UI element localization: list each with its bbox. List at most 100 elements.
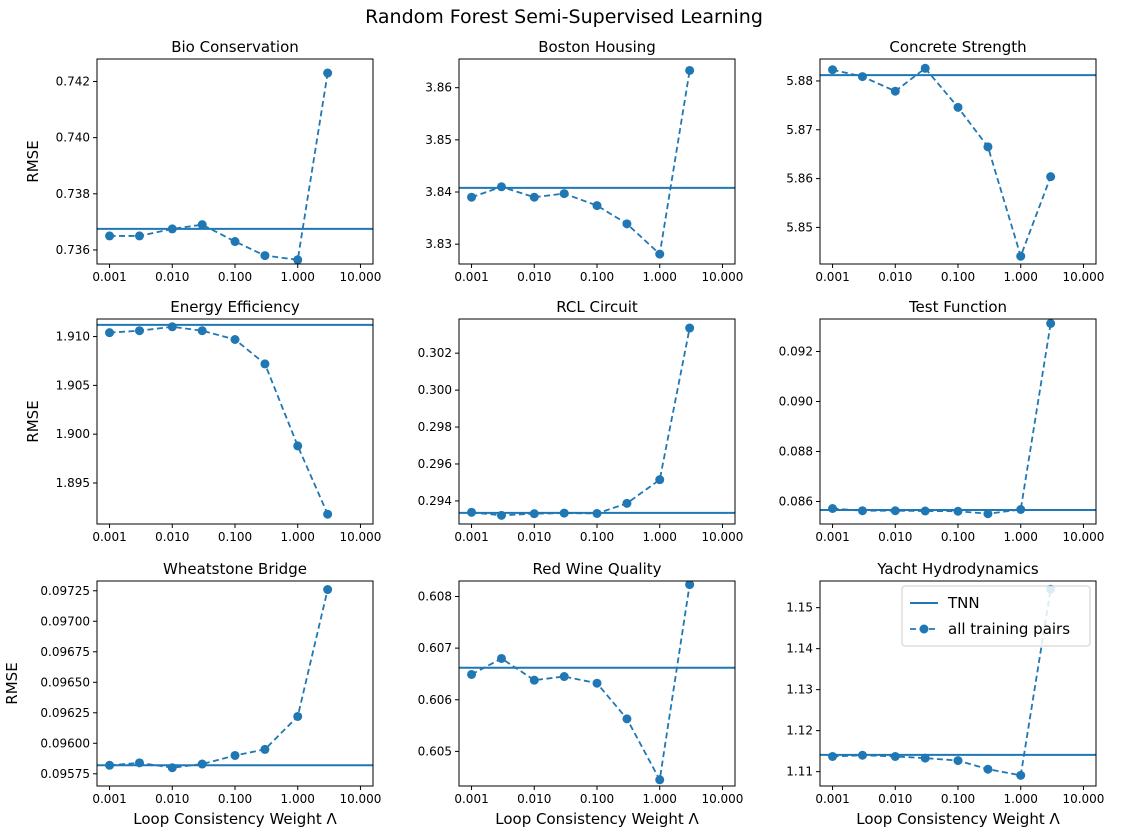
chart-2-ytick-label: 5.88 [786, 74, 813, 88]
chart-8-pairs-point [953, 756, 963, 766]
chart-8-ytick-label: 1.11 [786, 765, 813, 779]
chart-3-xtick-label: 0.010 [155, 530, 189, 544]
chart-4-pairs-point [529, 509, 539, 519]
chart-2-panel: Concrete Strength 0.001 0.010 0.100 1.000 10.… [786, 38, 1104, 284]
chart-2-pairs-point [920, 63, 930, 73]
chart-4-ytick-label: 0.302 [418, 346, 452, 360]
chart-4-pairs-point [592, 508, 602, 518]
chart-0-ytick-label: 0.736 [56, 243, 90, 257]
chart-6-pairs-point [197, 759, 207, 769]
chart-3-pairs-point [260, 359, 270, 369]
chart-8-pairs-point [920, 753, 930, 763]
chart-0-xtick-label: 0.001 [92, 270, 126, 284]
chart-1-ytick-label: 3.85 [425, 133, 452, 147]
chart-2-xtick-label: 0.001 [815, 270, 849, 284]
chart-8-pairs-point [890, 751, 900, 761]
chart-2-pairs-point [857, 72, 867, 82]
chart-1-pairs-line [471, 70, 691, 256]
chart-6-xtick-label: 0.001 [92, 792, 126, 806]
legend-box [901, 585, 1091, 647]
chart-3-title: Energy Efficiency [170, 298, 300, 316]
chart-2-pairs-point [828, 65, 838, 75]
chart-5-pairs-point [920, 506, 930, 516]
chart-8-plot-area [820, 584, 1096, 780]
chart-4-xtick-label: 1.000 [643, 530, 677, 544]
chart-0-pairs-point [230, 237, 240, 247]
chart-4-ytick-label: 0.300 [418, 383, 452, 397]
chart-6-pairs-point [260, 744, 270, 754]
chart-4-xtick-label: 10.000 [701, 530, 743, 544]
chart-8-pairs-point [828, 751, 838, 761]
chart-0-pairs-point [105, 231, 115, 241]
chart-3-xtick-label: 0.001 [92, 530, 126, 544]
chart-0-title: Bio Conservation [171, 38, 299, 56]
chart-4-pairs-point [496, 510, 506, 520]
chart-3-pairs-point [105, 328, 115, 338]
chart-0-xtick-label: 10.000 [339, 270, 381, 284]
chart-1-pairs-point [559, 189, 569, 199]
chart-0-plot-area [97, 68, 373, 264]
chart-6-xtick-label: 0.100 [218, 792, 252, 806]
chart-0-panel: Bio Conservation 0.001 0.010 0.100 1.000 10.0… [24, 38, 381, 284]
chart-1-pairs-point [592, 201, 602, 211]
chart-6-plot-area [97, 585, 373, 773]
chart-8-xtick-label: 0.010 [878, 792, 912, 806]
chart-7-xtick-label: 10.000 [701, 792, 743, 806]
chart-2-xtick-label: 0.100 [941, 270, 975, 284]
chart-2-axes-frame [819, 58, 1097, 265]
chart-5-title: Test Function [908, 298, 1007, 316]
legend-tnn-label: TNN [947, 594, 980, 612]
chart-6-pairs-point [293, 711, 303, 721]
chart-1-ytick-label: 3.84 [425, 185, 452, 199]
chart-5-ytick-label: 0.090 [779, 395, 813, 409]
chart-7-pairs-point [655, 775, 665, 785]
figure-title: Random Forest Semi-Supervised Learning [365, 6, 763, 28]
chart-3-ytick-label: 1.895 [56, 476, 90, 490]
chart-1-xtick-label: 0.001 [454, 270, 488, 284]
chart-2-xtick-label: 1.000 [1004, 270, 1038, 284]
chart-8-xtick-label: 10.000 [1062, 792, 1104, 806]
chart-6-ylabel: RMSE [3, 662, 21, 704]
chart-7-plot-area [459, 581, 735, 785]
chart-0-pairs-point [323, 68, 333, 78]
chart-6-pairs-point [134, 758, 144, 768]
chart-4-xtick-label: 0.001 [454, 530, 488, 544]
chart-4-ytick-label: 0.298 [418, 420, 452, 434]
chart-3-pairs-line [109, 325, 329, 515]
chart-3-xtick-label: 1.000 [281, 530, 315, 544]
chart-7-pairs-line [471, 584, 691, 783]
chart-0-xtick-label: 0.010 [155, 270, 189, 284]
chart-4-panel: RCL Circuit 0.001 0.010 0.100 1.000 10.000 0.2… [418, 298, 744, 544]
chart-2-pairs-point [890, 86, 900, 96]
chart-4-ytick-label: 0.296 [418, 457, 452, 471]
chart-5-pairs-point [1046, 319, 1056, 328]
chart-6-ytick-label: 0.09700 [40, 614, 90, 628]
chart-7-xtick-label: 0.010 [517, 792, 551, 806]
chart-1-panel: Boston Housing 0.001 0.010 0.100 1.000 10.000… [425, 38, 743, 284]
chart-7-xtick-label: 0.100 [580, 792, 614, 806]
chart-4-plot-area [459, 323, 735, 520]
chart-0-pairs-line [109, 72, 329, 261]
chart-0-xtick-label: 0.100 [218, 270, 252, 284]
chart-2-plot-area [820, 63, 1096, 261]
chart-1-xtick-label: 0.010 [517, 270, 551, 284]
chart-0-pairs-point [293, 255, 303, 264]
legend: TNN all training pairs [901, 585, 1091, 647]
chart-0-pairs-point [167, 224, 177, 234]
chart-4-title: RCL Circuit [556, 298, 638, 316]
chart-3-panel: Energy Efficiency 0.001 0.010 0.100 1.000 10.… [24, 298, 381, 544]
chart-1-pairs-point [467, 192, 477, 202]
chart-1-ytick-label: 3.86 [425, 81, 452, 95]
chart-0-pairs-point [260, 251, 270, 261]
chart-5-xtick-label: 0.010 [878, 530, 912, 544]
chart-4-pairs-line [471, 327, 691, 517]
chart-1-plot-area [459, 65, 735, 259]
chart-0-ytick-label: 0.742 [56, 74, 90, 88]
chart-6-ytick-label: 0.09600 [40, 736, 90, 750]
chart-1-title: Boston Housing [538, 38, 656, 56]
chart-0-axes-frame [96, 58, 374, 265]
chart-2-ytick-label: 5.86 [786, 172, 813, 186]
chart-6-xtick-label: 10.000 [339, 792, 381, 806]
chart-5-pairs-point [828, 504, 838, 513]
